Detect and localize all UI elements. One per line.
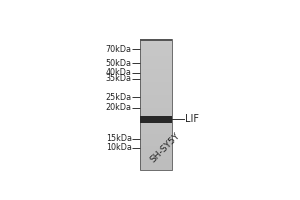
Bar: [140, 56, 172, 57]
Bar: [140, 136, 172, 138]
Text: 10kDa: 10kDa: [106, 143, 132, 152]
Bar: [140, 144, 172, 146]
Bar: [140, 116, 172, 123]
Bar: [140, 85, 172, 87]
Bar: [140, 138, 172, 139]
Bar: [140, 162, 172, 164]
Bar: [140, 129, 172, 131]
Bar: [140, 39, 172, 170]
Bar: [140, 128, 172, 129]
Bar: [140, 167, 172, 169]
Bar: [140, 152, 172, 154]
Bar: [140, 100, 172, 102]
Bar: [140, 169, 172, 170]
Bar: [140, 118, 172, 120]
Bar: [140, 115, 172, 116]
Bar: [140, 113, 172, 115]
Bar: [140, 121, 172, 123]
Text: 25kDa: 25kDa: [106, 93, 132, 102]
Bar: [140, 57, 172, 59]
Bar: [140, 105, 172, 106]
Bar: [140, 116, 172, 118]
Bar: [140, 154, 172, 156]
Bar: [140, 87, 172, 88]
Bar: [140, 139, 172, 141]
Text: 40kDa: 40kDa: [106, 68, 132, 77]
Bar: [140, 66, 172, 67]
Bar: [140, 159, 172, 160]
Bar: [140, 120, 172, 121]
Bar: [140, 84, 172, 85]
Bar: [140, 103, 172, 105]
Bar: [140, 74, 172, 75]
Bar: [140, 39, 172, 41]
Bar: [140, 62, 172, 64]
Bar: [140, 98, 172, 100]
Bar: [140, 141, 172, 142]
Bar: [140, 123, 172, 124]
Text: 35kDa: 35kDa: [106, 74, 132, 83]
Bar: [140, 156, 172, 157]
Bar: [140, 108, 172, 110]
Bar: [140, 59, 172, 61]
Bar: [140, 93, 172, 95]
Bar: [140, 102, 172, 103]
Bar: [140, 131, 172, 133]
Bar: [140, 124, 172, 126]
Text: SH-SY5Y: SH-SY5Y: [148, 132, 182, 165]
Bar: [140, 126, 172, 128]
Bar: [140, 80, 172, 82]
Bar: [140, 70, 172, 72]
Bar: [140, 52, 172, 54]
Bar: [140, 54, 172, 56]
Bar: [140, 77, 172, 79]
Bar: [140, 111, 172, 113]
Bar: [140, 133, 172, 134]
Bar: [140, 79, 172, 80]
Bar: [140, 72, 172, 74]
Bar: [140, 95, 172, 97]
Bar: [140, 51, 172, 52]
Bar: [140, 97, 172, 98]
Bar: [140, 110, 172, 111]
Bar: [140, 49, 172, 51]
Bar: [140, 39, 172, 41]
Text: 15kDa: 15kDa: [106, 134, 132, 143]
Bar: [140, 64, 172, 66]
Bar: [140, 69, 172, 70]
Text: LIF: LIF: [185, 114, 199, 124]
Bar: [140, 48, 172, 49]
Bar: [140, 151, 172, 152]
Text: 50kDa: 50kDa: [106, 59, 132, 68]
Bar: [140, 160, 172, 162]
Text: 70kDa: 70kDa: [106, 45, 132, 54]
Bar: [140, 88, 172, 90]
Bar: [140, 149, 172, 151]
Bar: [140, 61, 172, 62]
Bar: [140, 75, 172, 77]
Bar: [140, 44, 172, 46]
Bar: [140, 157, 172, 159]
Bar: [140, 134, 172, 136]
Bar: [140, 142, 172, 144]
Bar: [140, 164, 172, 165]
Bar: [140, 46, 172, 48]
Bar: [140, 82, 172, 84]
Bar: [140, 165, 172, 167]
Bar: [140, 67, 172, 69]
Text: 20kDa: 20kDa: [106, 103, 132, 112]
Bar: [140, 41, 172, 43]
Bar: [140, 92, 172, 93]
Bar: [140, 90, 172, 92]
Bar: [140, 43, 172, 44]
Bar: [140, 147, 172, 149]
Bar: [140, 146, 172, 147]
Bar: [140, 106, 172, 108]
